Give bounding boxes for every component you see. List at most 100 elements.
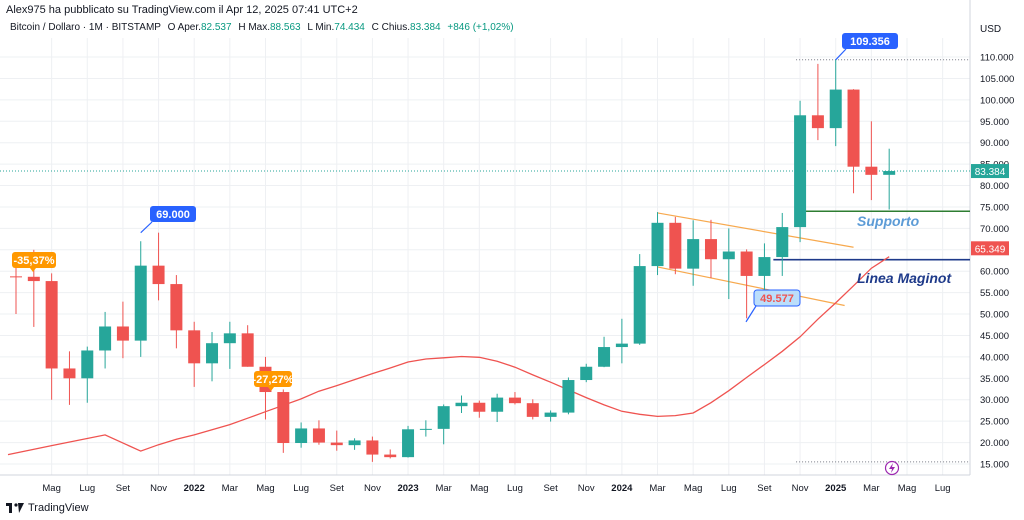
candle-body[interactable] — [722, 251, 735, 260]
x-tick-label: Mar — [435, 483, 451, 494]
publisher-line: Alex975 ha pubblicato su TradingView.com… — [6, 4, 358, 16]
candle-body[interactable] — [669, 222, 682, 269]
candle-body[interactable] — [152, 265, 165, 285]
callout-low-2024-box[interactable] — [753, 289, 801, 307]
candle-body[interactable] — [170, 284, 183, 331]
candle-body[interactable] — [580, 366, 593, 381]
candle-body[interactable] — [544, 412, 557, 417]
x-tick-label: Set — [116, 483, 131, 494]
candle-body[interactable] — [277, 392, 290, 444]
moving-average-line[interactable] — [7, 256, 890, 456]
callout-low-2024-text: 49.577 — [760, 293, 794, 305]
x-tick-label: Mag — [470, 483, 488, 494]
last-price-tag-box[interactable] — [971, 164, 1009, 179]
candle-body[interactable] — [633, 266, 646, 344]
candle-body[interactable] — [223, 333, 236, 344]
y-tick-label: 90.000 — [980, 138, 1009, 149]
x-tick-label: Set — [330, 483, 345, 494]
high-value: 88.563 — [270, 22, 301, 33]
maginot-annotation: Linea Maginot — [857, 270, 952, 286]
candle-body[interactable] — [402, 429, 415, 458]
ma-price-tag-box[interactable] — [971, 241, 1009, 256]
candle-body[interactable] — [63, 368, 76, 379]
candle-body[interactable] — [27, 276, 40, 282]
candle-body[interactable] — [295, 428, 308, 444]
y-tick-label: 15.000 — [980, 460, 1009, 471]
symbol-name[interactable]: Bitcoin / Dollaro · 1M · BITSTAMP — [10, 22, 161, 33]
candle-body[interactable] — [811, 115, 824, 129]
candle-body[interactable] — [45, 281, 58, 369]
candle-body[interactable] — [829, 89, 842, 129]
candle-body[interactable] — [206, 343, 219, 364]
channel-lower-line[interactable] — [657, 266, 845, 307]
candle-body[interactable] — [384, 454, 397, 458]
callout-pct-2021-tip — [30, 268, 36, 272]
candle-body[interactable] — [81, 350, 94, 379]
candle-body[interactable] — [116, 326, 129, 341]
candle-body[interactable] — [491, 397, 504, 412]
callout-pct-2022-tip — [268, 387, 274, 391]
open-prefix: Aper. — [177, 22, 201, 33]
close-label: C — [371, 22, 379, 33]
x-tick-label: 2024 — [611, 483, 633, 494]
high-label: H — [238, 22, 246, 33]
x-tick-label: 2023 — [397, 483, 418, 494]
callout-pct-2022-box[interactable] — [254, 371, 292, 387]
callout-high-2025-box[interactable] — [842, 33, 898, 49]
candle-body[interactable] — [312, 428, 325, 443]
candle-body[interactable] — [526, 403, 539, 417]
callout-pct-2021-text: -35,37% — [14, 255, 55, 267]
currency-label[interactable]: USD — [980, 24, 1002, 35]
candle-body[interactable] — [188, 330, 201, 364]
callout-pct-2021-box[interactable] — [12, 252, 56, 268]
high-prefix: Max. — [248, 22, 270, 33]
candle-body[interactable] — [794, 115, 807, 228]
low-prefix: Min. — [315, 22, 335, 33]
candle-body[interactable] — [847, 89, 860, 167]
callout-high-2025-text: 109.356 — [850, 36, 890, 48]
candle-body[interactable] — [473, 402, 486, 412]
x-tick-label: Lug — [293, 483, 309, 494]
candle-body[interactable] — [883, 171, 896, 175]
candle-body[interactable] — [241, 333, 254, 367]
candle-body[interactable] — [99, 326, 112, 351]
candle-body[interactable] — [134, 265, 147, 341]
candle-body[interactable] — [651, 222, 664, 267]
candle-body[interactable] — [10, 276, 22, 278]
channel-upper-line[interactable] — [657, 212, 854, 248]
y-tick-label: 40.000 — [980, 352, 1009, 363]
candle-body[interactable] — [615, 343, 628, 348]
y-tick-label: 30.000 — [980, 395, 1009, 406]
candle-body[interactable] — [758, 257, 771, 276]
last-price-tag-text: 83.384 — [975, 167, 1006, 178]
callout-high-2025-pointer — [835, 48, 847, 61]
candle-body[interactable] — [455, 402, 468, 407]
candle-body[interactable] — [687, 239, 700, 269]
candle-body[interactable] — [562, 380, 575, 413]
y-tick-label: 60.000 — [980, 267, 1009, 278]
callout-high-2021-box[interactable] — [150, 206, 196, 222]
candle-body[interactable] — [366, 440, 379, 455]
callout-high-2021-text: 69.000 — [156, 209, 190, 221]
candle-body[interactable] — [330, 442, 343, 446]
candle-body[interactable] — [704, 239, 717, 260]
x-tick-label: Set — [757, 483, 772, 494]
candle-body[interactable] — [419, 428, 432, 430]
x-tick-label: 2022 — [184, 483, 205, 494]
candle-body[interactable] — [740, 251, 753, 276]
x-tick-label: Lug — [721, 483, 737, 494]
candle-body[interactable] — [508, 397, 521, 404]
candle-body[interactable] — [598, 347, 611, 367]
candle-body[interactable] — [865, 166, 878, 175]
x-tick-label: Mar — [222, 483, 238, 494]
x-tick-label: Mag — [42, 483, 60, 494]
candle-body[interactable] — [437, 406, 450, 429]
candle-body[interactable] — [348, 440, 361, 446]
x-tick-label: Mag — [256, 483, 274, 494]
y-tick-label: 110.000 — [980, 53, 1014, 64]
candle-body[interactable] — [776, 227, 789, 258]
footer-brand-text: TradingView — [28, 502, 89, 514]
open-value: 82.537 — [200, 22, 232, 33]
low-value: 74.434 — [334, 22, 365, 33]
